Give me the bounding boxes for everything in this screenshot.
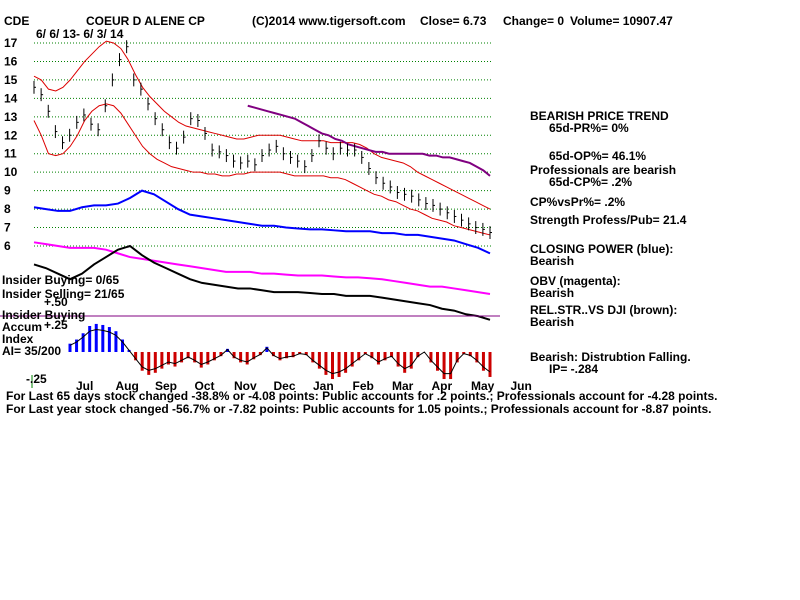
- y-tick-14: 14: [4, 91, 18, 105]
- index-label: Index: [2, 332, 34, 346]
- lower-band-line: [33, 103, 491, 236]
- change-value: Change= 0: [503, 14, 564, 28]
- x-month-nov: Nov: [234, 379, 257, 393]
- x-month-feb: Feb: [353, 379, 374, 393]
- cp-pct-label: 65d-CP%= .2%: [549, 175, 633, 189]
- x-month-sep: Sep: [155, 379, 177, 393]
- ip-label: IP= -.284: [549, 362, 599, 376]
- closing-power-value: Bearish: [530, 254, 575, 268]
- rel-strength-line: [33, 244, 491, 321]
- ticker-symbol: CDE: [4, 14, 29, 28]
- x-month-jul: Jul: [76, 379, 93, 393]
- price-bands: [33, 40, 491, 236]
- close-value: Close= 6.73: [420, 14, 487, 28]
- x-month-dec: Dec: [274, 379, 296, 393]
- obv-line: [33, 241, 491, 295]
- company-name: COEUR D ALENE CP: [86, 14, 205, 28]
- plus50-label: +.50: [44, 295, 68, 309]
- copyright-text: (C)2014 www.tigersoft.com: [252, 14, 406, 28]
- price-series: [33, 40, 492, 239]
- accum-label: Accum: [2, 320, 43, 334]
- pros-label: Professionals are bearish: [530, 163, 677, 177]
- y-tick-15: 15: [4, 73, 18, 87]
- x-month-jun: Jun: [511, 379, 532, 393]
- accum-smooth-line: [69, 329, 491, 375]
- closing-power-title: CLOSING POWER (blue):: [530, 242, 674, 256]
- y-tick-6: 6: [4, 239, 11, 253]
- date-range: 6/ 6/ 13- 6/ 3/ 14: [36, 27, 124, 41]
- distribution-label: Bearish: Distrubtion Falling.: [530, 350, 691, 364]
- obv-value: Bearish: [530, 286, 575, 300]
- upper-band-line: [33, 40, 491, 210]
- y-tick-13: 13: [4, 110, 18, 124]
- y-tick-7: 7: [4, 221, 11, 235]
- accumulation-index: [31, 323, 492, 388]
- op-label: 65d-OP%= 46.1%: [549, 149, 647, 163]
- y-tick-8: 8: [4, 202, 11, 216]
- footer-line-65d: For Last 65 days stock changed -38.8% or…: [6, 389, 718, 403]
- y-tick-17: 17: [4, 36, 18, 50]
- plus25-label: +.25: [44, 318, 68, 332]
- x-month-aug: Aug: [116, 379, 139, 393]
- x-month-labels: Jul Aug Sep Oct Nov Dec Jan Feb Mar Apr May Jun: [76, 379, 532, 393]
- pr-label: 65d-PR%= 0%: [549, 121, 629, 135]
- obv-title: OBV (magenta):: [530, 274, 621, 288]
- rel-strength-value: Bearish: [530, 315, 575, 329]
- y-tick-9: 9: [4, 184, 11, 198]
- moving-average: [247, 104, 491, 177]
- price-gridlines: [34, 42, 492, 247]
- x-month-may: May: [471, 379, 495, 393]
- indicator-lines: [33, 189, 491, 321]
- x-month-oct: Oct: [195, 379, 215, 393]
- y-tick-11: 11: [4, 147, 17, 161]
- x-month-mar: Mar: [392, 379, 414, 393]
- y-tick-10: 10: [4, 165, 18, 179]
- volume-value: Volume= 10907.47: [570, 14, 673, 28]
- y-tick-12: 12: [4, 128, 18, 142]
- rel-strength-title: REL.STR..VS DJI (brown):: [530, 303, 678, 317]
- ai-label: AI= 35/200: [2, 344, 62, 358]
- ma-line: [247, 104, 491, 177]
- cpvspr-label: CP%vsPr%= .2%: [530, 195, 626, 209]
- trend-label: BEARISH PRICE TREND: [530, 109, 669, 123]
- closing-power-line: [33, 189, 491, 255]
- x-month-apr: Apr: [432, 379, 453, 393]
- price-y-ticks: 17 16 15 14 13 12 11 10 9 8 7 6: [4, 36, 18, 253]
- minus25-label: -.25: [26, 372, 47, 386]
- x-month-jan: Jan: [313, 379, 334, 393]
- insider-selling-label: Insider Selling= 21/65: [2, 287, 125, 301]
- strength-label: Strength Profess/Pub= 21.4: [530, 213, 687, 227]
- y-tick-16: 16: [4, 54, 18, 68]
- footer-line-year: For Last year stock changed -56.7% or -7…: [6, 402, 712, 416]
- insider-buying2-label: Insider Buying: [2, 308, 86, 322]
- insider-buying-label: Insider Buying= 0/65: [2, 273, 120, 287]
